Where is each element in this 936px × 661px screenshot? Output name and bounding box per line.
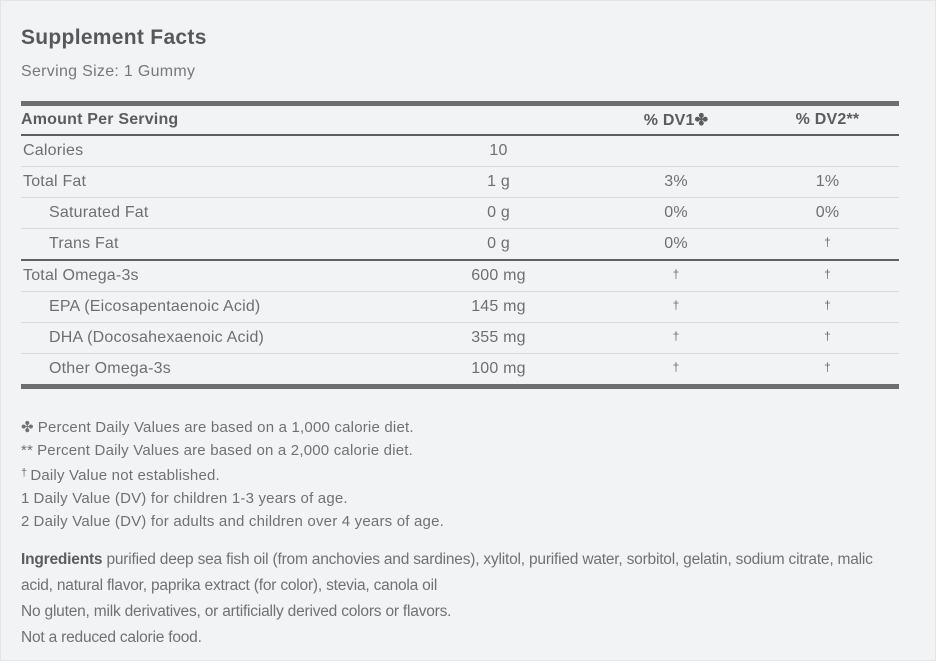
row-dv2: †: [824, 329, 831, 343]
footnote-line: ** Percent Daily Values are based on a 2,…: [21, 439, 897, 462]
column-header-dv2: % DV2**: [795, 111, 860, 128]
row-dv1: †: [672, 329, 680, 343]
table-row: Other Omega-3s 100 mg † †: [21, 354, 899, 384]
row-amount: 100 mg: [471, 360, 526, 377]
row-dv1: †: [672, 298, 680, 312]
row-dv2: †: [824, 298, 831, 312]
footnote-text: Daily Value not established.: [30, 467, 220, 484]
table-row: Saturated Fat 0 g 0% 0%: [21, 198, 899, 229]
table-row: Calories 10: [21, 136, 899, 167]
row-amount: 0 g: [487, 235, 510, 252]
row-dv2: 0%: [815, 204, 840, 221]
footnote-symbol: ✤: [21, 419, 34, 436]
footnote-text: Percent Daily Values are based on a 1,00…: [37, 419, 414, 436]
row-dv2: †: [824, 267, 831, 281]
table-row: Total Fat 1 g 3% 1%: [21, 167, 899, 198]
footnote-symbol: 2: [21, 513, 30, 530]
calorie-note: Not a reduced calorie food.: [21, 629, 202, 646]
row-dv1: 3%: [664, 173, 688, 190]
row-label: Total Fat: [23, 173, 87, 190]
row-amount: 10: [489, 142, 508, 159]
table-row: Trans Fat 0 g 0% †: [21, 229, 899, 261]
column-header-amount-per-serving: Amount Per Serving: [21, 111, 179, 128]
row-amount: 145 mg: [471, 298, 526, 315]
row-dv1: 0%: [664, 235, 688, 252]
footnote-text: Daily Value (DV) for adults and children…: [33, 513, 445, 530]
row-amount: 1 g: [487, 173, 510, 190]
footnote-text: Percent Daily Values are based on a 2,00…: [37, 442, 414, 459]
footnote-symbol: **: [21, 442, 34, 459]
ingredients-label: Ingredients: [21, 551, 103, 568]
footnotes-block: ✤ Percent Daily Values are based on a 1,0…: [21, 416, 897, 533]
row-dv2: †: [824, 360, 831, 374]
footnote-line: † Daily Value not established.: [21, 462, 897, 487]
row-label: EPA (Eicosapentaenoic Acid): [49, 298, 261, 315]
ingredients-text: purified deep sea fish oil (from anchovi…: [21, 551, 873, 594]
row-dv1: †: [672, 360, 680, 374]
row-label: Other Omega-3s: [49, 360, 171, 377]
footnote-text: Daily Value (DV) for children 1-3 years …: [33, 490, 348, 507]
row-label: DHA (Docosahexaenoic Acid): [49, 329, 265, 346]
row-amount: 600 mg: [471, 267, 526, 284]
row-label: Total Omega-3s: [23, 267, 139, 284]
footnote-line: 1 Daily Value (DV) for children 1-3 years…: [21, 487, 897, 510]
table-header-row: Amount Per Serving % DV1✤ % DV2**: [21, 106, 899, 136]
page-title: Supplement Facts: [21, 26, 207, 49]
table-row: EPA (Eicosapentaenoic Acid) 145 mg † †: [21, 292, 899, 323]
footnote-symbol: 1: [21, 490, 30, 507]
table-bottom-rule: [21, 384, 899, 389]
ingredients-line: Ingredients purified deep sea fish oil (…: [21, 547, 897, 599]
facts-table: Amount Per Serving % DV1✤ % DV2** Calori…: [21, 101, 899, 389]
row-label: Trans Fat: [49, 235, 119, 252]
row-label: Calories: [23, 142, 84, 159]
row-amount: 0 g: [487, 204, 510, 221]
row-dv2: †: [824, 235, 831, 249]
column-header-dv1: % DV1✤: [643, 112, 709, 129]
table-row: Total Omega-3s 600 mg † †: [21, 261, 899, 292]
row-dv2: 1%: [815, 173, 840, 190]
footnote-line: 2 Daily Value (DV) for adults and childre…: [21, 510, 897, 533]
footnote-line: ✤ Percent Daily Values are based on a 1,0…: [21, 416, 897, 439]
row-dv1: 0%: [664, 204, 688, 221]
ingredients-section: Ingredients purified deep sea fish oil (…: [21, 547, 897, 651]
row-label: Saturated Fat: [49, 204, 149, 221]
footnote-symbol: †: [21, 467, 28, 479]
table-top-rule: [21, 101, 899, 106]
serving-size-text: Serving Size: 1 Gummy: [21, 63, 196, 80]
table-row: DHA (Docosahexaenoic Acid) 355 mg † †: [21, 323, 899, 354]
table-body: Calories 10 Total Fat 1 g 3% 1% Saturate…: [21, 136, 899, 384]
allergen-note: No gluten, milk derivatives, or artifici…: [21, 603, 452, 620]
row-dv1: †: [672, 267, 680, 281]
row-amount: 355 mg: [471, 329, 526, 346]
